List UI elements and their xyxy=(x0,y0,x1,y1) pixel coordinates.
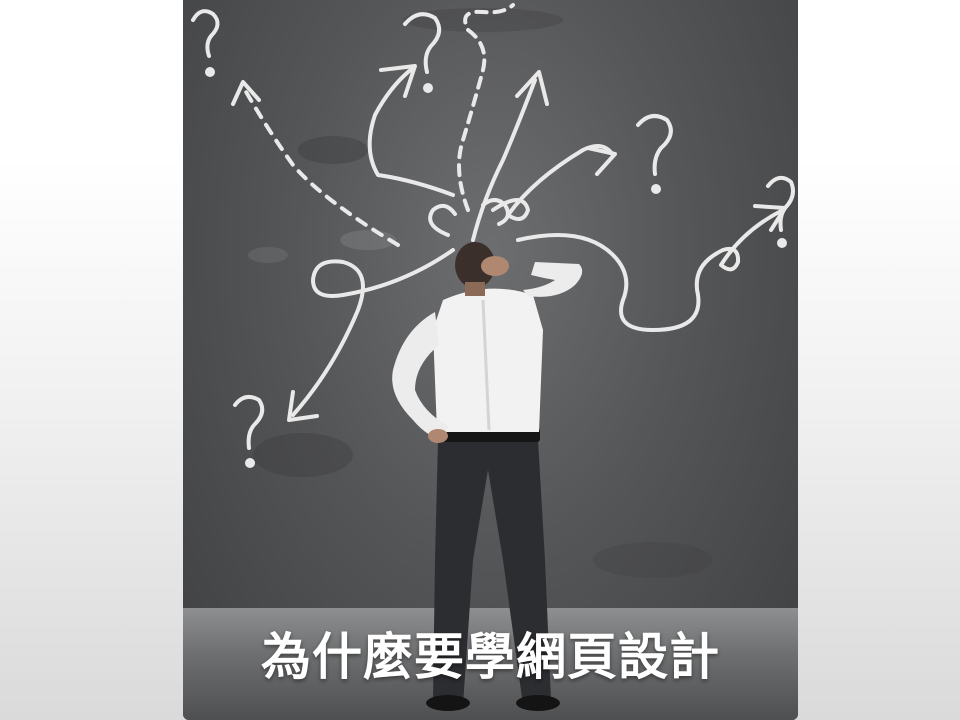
slide-title: 為什麼要學網頁設計 xyxy=(261,628,720,686)
floor xyxy=(183,608,798,720)
chalk-drawing xyxy=(191,3,795,468)
person-illustration xyxy=(392,242,583,711)
wall-texture xyxy=(248,8,713,578)
slide-photo xyxy=(183,0,798,720)
